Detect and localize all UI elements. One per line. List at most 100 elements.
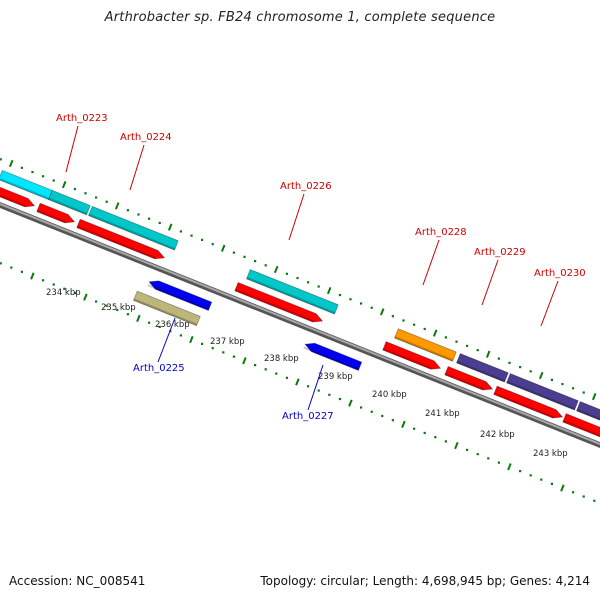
map-title: Arthrobacter sp. FB24 chromosome 1, comp… <box>104 10 496 25</box>
minor-tick <box>413 323 416 326</box>
cds-arrow-0222-shade <box>0 194 26 207</box>
gene-label-arth_0226: Arth_0226 <box>280 181 332 192</box>
gene-box-0226 <box>246 269 339 315</box>
cds-arrow-0226-shade <box>234 288 314 323</box>
minor-tick <box>211 243 214 246</box>
scale-label: 240 kbp <box>372 390 407 400</box>
minor-tick <box>232 355 235 358</box>
scale-label: 237 kbp <box>210 337 245 347</box>
minor-tick <box>529 474 532 477</box>
minor-tick <box>42 175 45 178</box>
gene-box-0231-shade <box>576 408 600 421</box>
minor-tick <box>222 351 225 354</box>
major-tick <box>273 265 279 274</box>
minor-tick <box>275 372 278 375</box>
minor-tick <box>370 410 373 413</box>
minor-tick <box>116 308 119 312</box>
minor-tick <box>201 342 204 345</box>
label-leader-line <box>422 239 440 286</box>
minor-tick <box>550 482 553 485</box>
minor-tick <box>126 209 129 212</box>
inner-tick-ring <box>0 262 596 502</box>
minor-tick <box>20 270 23 273</box>
minor-tick <box>466 448 469 451</box>
major-tick <box>326 287 332 295</box>
label-leader-line <box>540 280 559 327</box>
gene-label-arth_0228: Arth_0228 <box>415 227 467 238</box>
gene-label-arth_0223: Arth_0223 <box>56 113 108 124</box>
major-tick <box>485 350 491 358</box>
minor-tick <box>105 304 108 307</box>
gene-box-0230-shade <box>506 380 576 411</box>
minor-tick <box>529 370 532 373</box>
minor-tick <box>126 313 129 316</box>
minor-tick <box>540 478 543 481</box>
major-tick <box>167 223 173 231</box>
minor-tick <box>349 298 352 301</box>
backbone-highlight <box>0 202 600 446</box>
label-leader-line <box>129 144 145 191</box>
minor-tick <box>264 264 267 267</box>
major-tick <box>242 357 247 365</box>
minor-tick <box>572 387 575 390</box>
cds-arrow-0228-shade <box>382 348 432 370</box>
label-leader-line <box>307 364 324 411</box>
scale-label: 234 kbp <box>46 288 81 298</box>
minor-tick <box>582 391 585 394</box>
minor-tick <box>338 397 341 401</box>
gene-box-0230 <box>506 373 579 411</box>
minor-tick <box>413 427 416 430</box>
scale-label: 242 kbp <box>480 430 515 440</box>
minor-tick <box>519 470 522 473</box>
minor-tick <box>264 368 267 371</box>
minor-tick <box>497 461 500 464</box>
minor-tick <box>444 440 447 443</box>
cds-arrow-0231-shade <box>562 420 600 437</box>
minor-tick <box>370 306 373 309</box>
major-tick <box>591 393 597 401</box>
gene-box-0231 <box>576 401 600 421</box>
minor-tick <box>434 436 437 439</box>
minor-tick <box>52 283 55 286</box>
minor-tick <box>158 221 161 225</box>
minor-tick <box>593 499 596 502</box>
gene-box-0229 <box>456 353 509 383</box>
gene-label-arth_0230: Arth_0230 <box>534 268 586 279</box>
major-tick <box>348 399 353 407</box>
gene-box-0223-shade <box>48 197 88 215</box>
scale-label: 238 kbp <box>264 354 299 364</box>
minor-tick <box>201 238 204 241</box>
major-tick <box>295 378 300 386</box>
minor-tick <box>466 344 469 347</box>
cds-arrow-0223-shade <box>36 209 66 223</box>
cds-arrow-0229 <box>444 365 494 391</box>
minor-tick <box>444 336 447 339</box>
gene-label-arth_0227: Arth_0227 <box>282 411 334 422</box>
minor-tick <box>211 347 214 350</box>
minor-tick <box>391 419 394 422</box>
cds-arrow-0226 <box>234 281 324 323</box>
minor-tick <box>190 234 193 237</box>
major-tick <box>507 463 512 471</box>
major-tick <box>538 371 544 380</box>
minor-tick <box>95 300 98 303</box>
minor-tick <box>317 285 320 288</box>
cds-arrow-0224-shade <box>76 225 156 259</box>
cds-arrow-0229-shade <box>444 372 484 391</box>
feature-layer <box>0 169 600 438</box>
minor-tick <box>84 192 87 195</box>
cds-arrow-0227-shade <box>303 346 360 371</box>
cds-arrow-0223 <box>36 202 76 224</box>
minor-tick <box>52 179 55 182</box>
minor-tick <box>455 340 458 343</box>
cds-arrow-0228 <box>382 341 442 370</box>
minor-tick <box>20 166 23 169</box>
gene-label-arth_0225: Arth_0225 <box>133 363 185 374</box>
minor-tick <box>307 385 310 388</box>
minor-tick <box>148 321 151 324</box>
cds-arrow-0231 <box>562 413 600 438</box>
major-tick <box>560 484 565 492</box>
minor-tick <box>254 260 257 263</box>
minor-tick <box>508 361 511 364</box>
minor-tick <box>381 414 384 418</box>
